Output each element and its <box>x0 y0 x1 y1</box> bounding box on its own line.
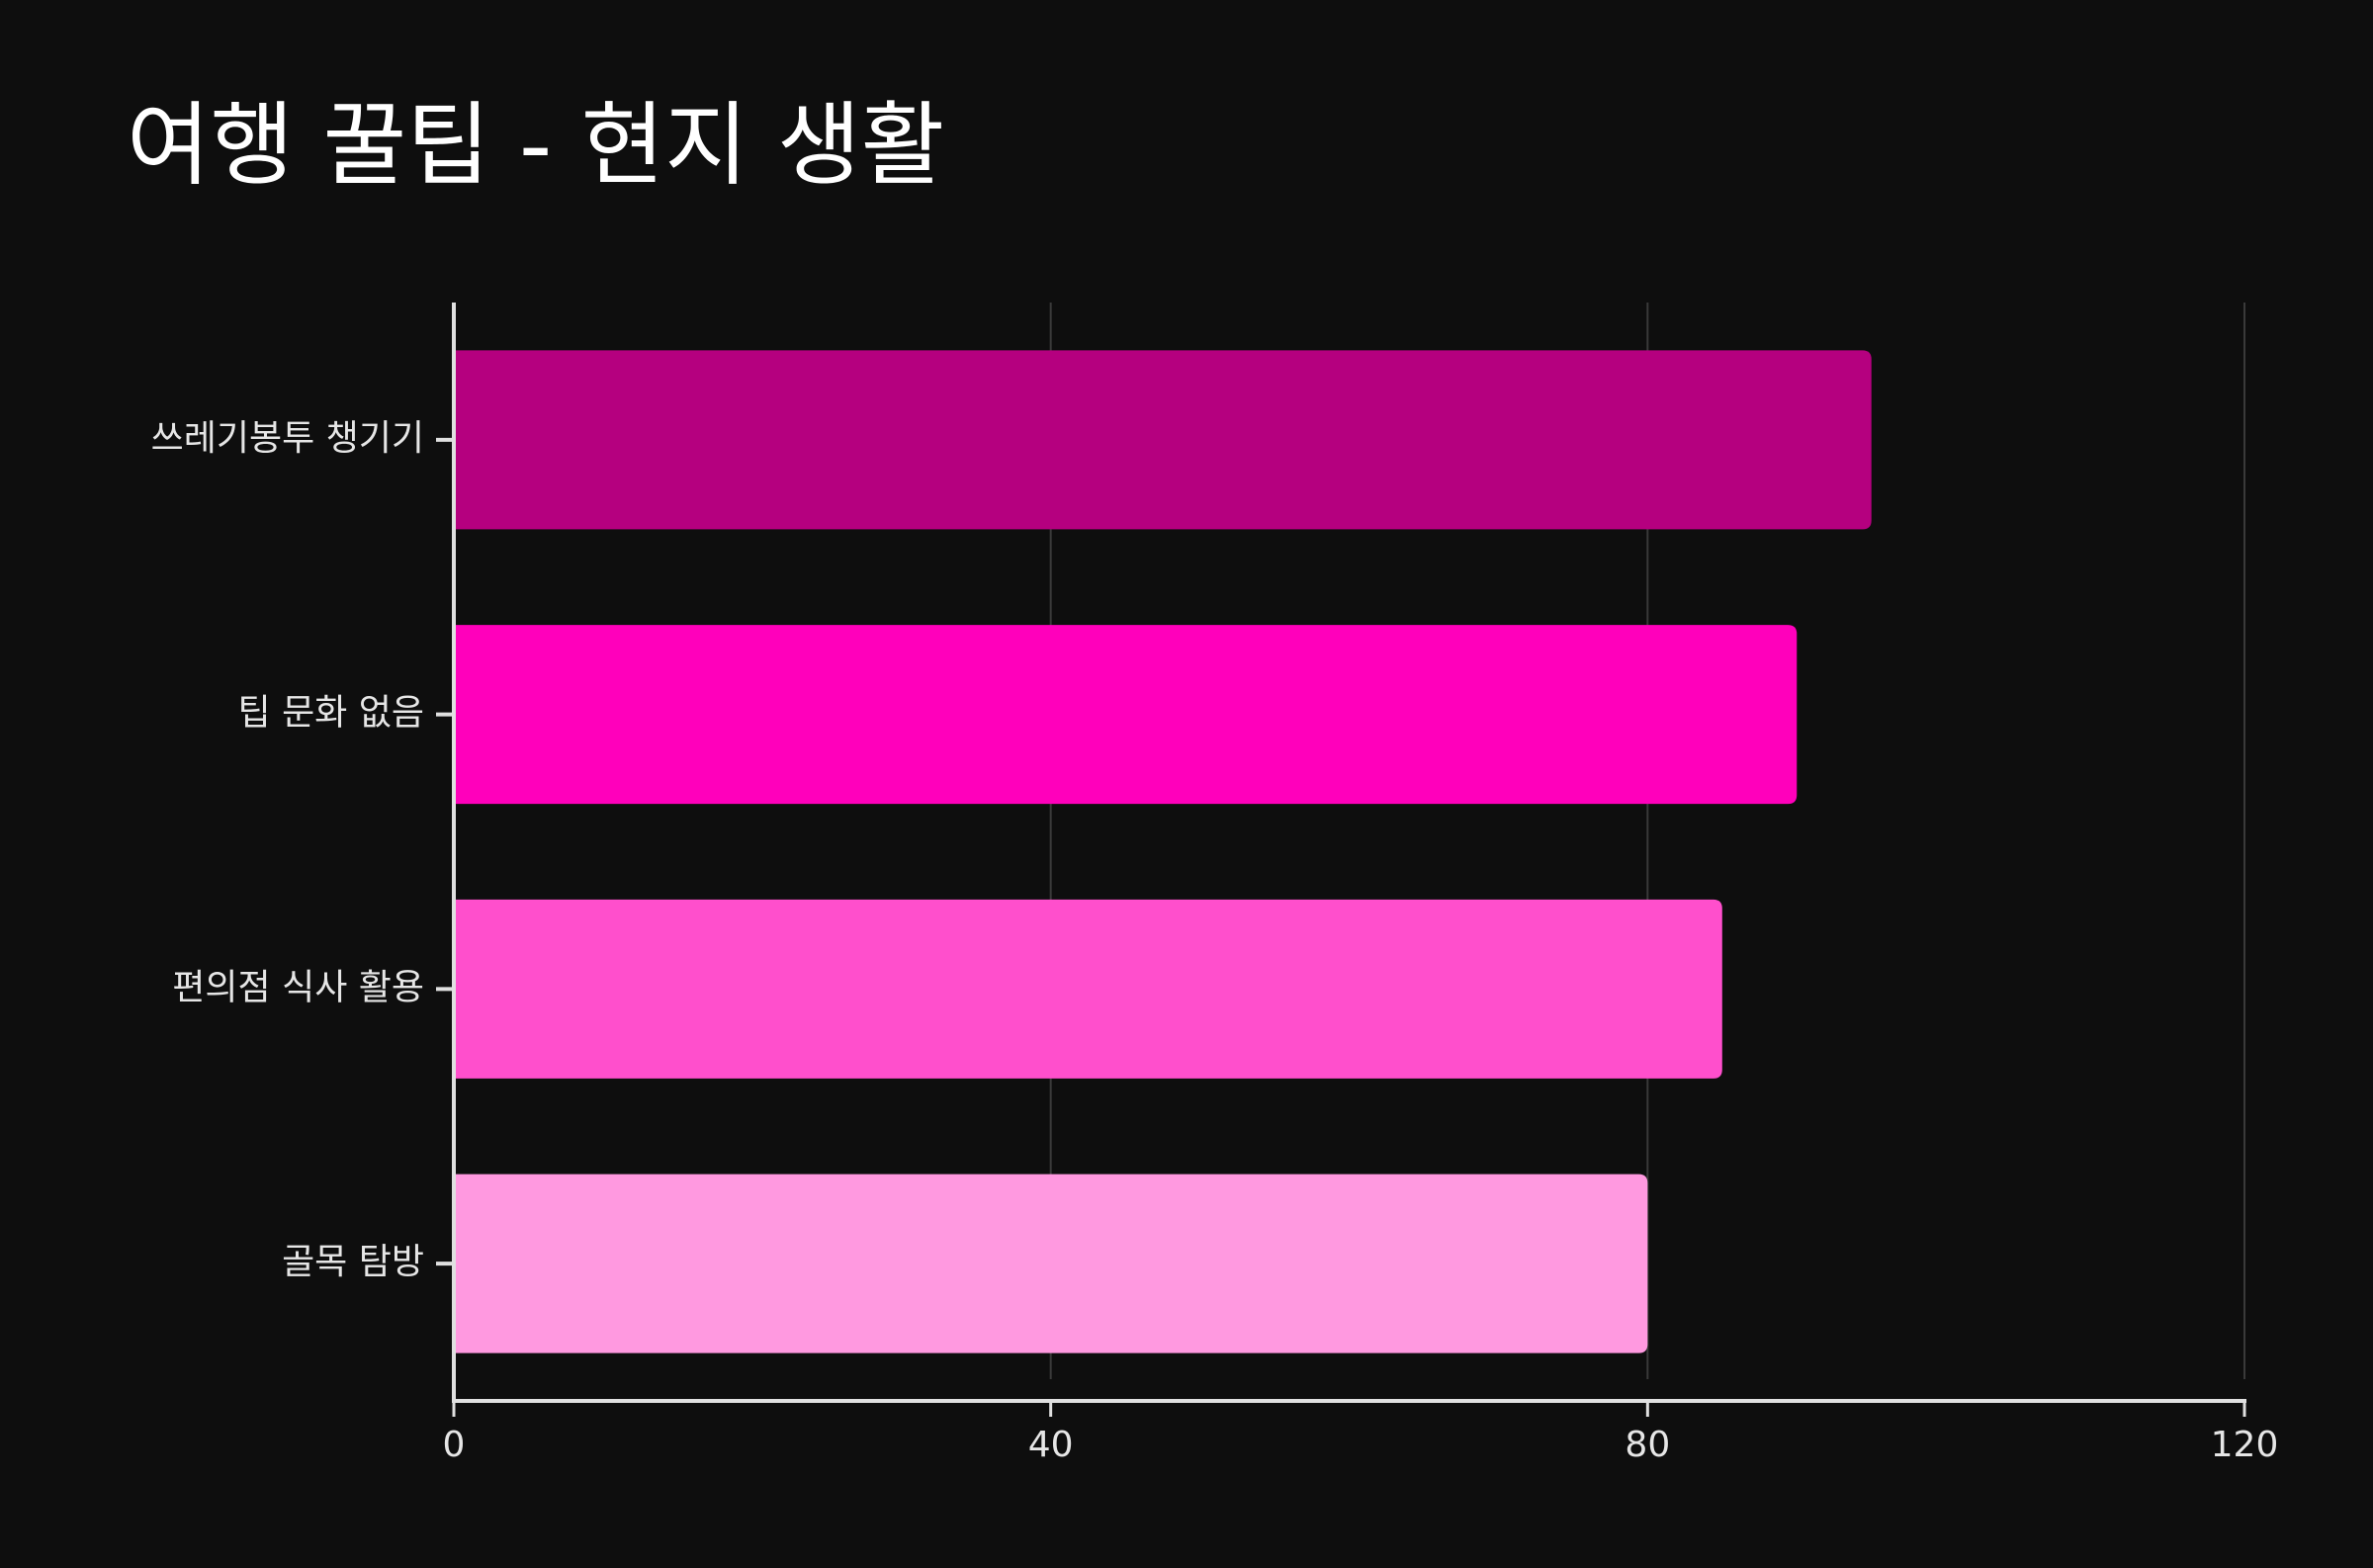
x-tick-label: 120 <box>2211 1425 2279 1465</box>
bar <box>454 1174 1648 1353</box>
x-tick-label: 80 <box>1625 1425 1670 1465</box>
bar <box>454 350 1872 530</box>
y-tick-label: 편의점 식사 활용 <box>172 967 424 1007</box>
y-tick-label: 골목 탐방 <box>282 1242 424 1282</box>
bar <box>454 625 1798 805</box>
chart-title: 여행 꿀팁 - 현지 생활 <box>127 92 944 198</box>
bar <box>454 899 1722 1079</box>
y-tick-label: 쓰레기봉투 챙기기 <box>151 418 424 459</box>
y-tick-label: 팁 문화 없음 <box>238 693 425 734</box>
x-tick-label: 40 <box>1028 1425 1074 1465</box>
x-tick-label: 0 <box>443 1425 466 1465</box>
